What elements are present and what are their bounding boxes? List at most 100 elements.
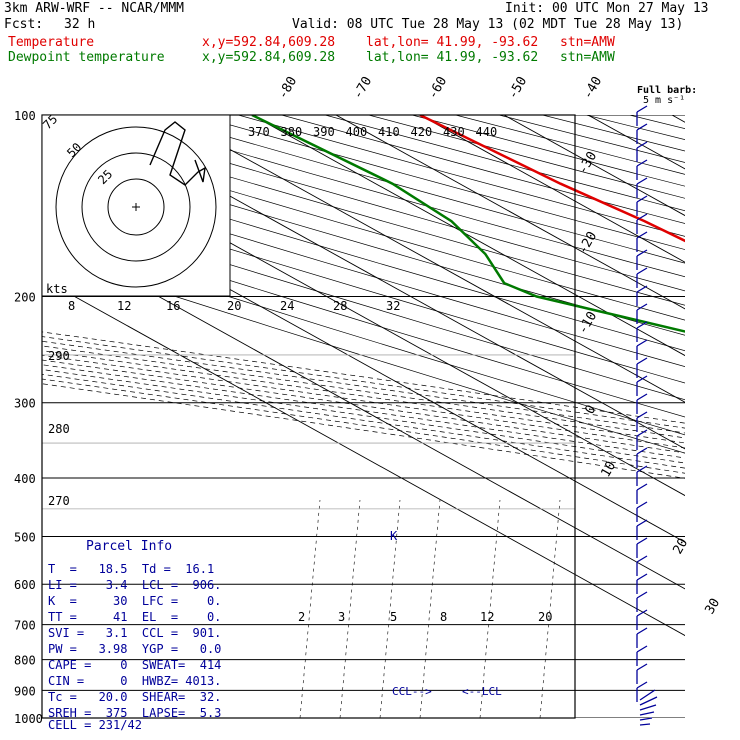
mixing-ratio-label: 12 <box>117 299 131 313</box>
pressure-tick-label: 400 <box>14 472 36 486</box>
pressure-tick-label: 800 <box>14 654 36 668</box>
parcel-info-panel: Parcel Info T = 18.5 Td = 16.1 LI = 3.4 … <box>42 538 232 733</box>
parcel-row: T = 18.5 Td = 16.1 <box>48 562 215 576</box>
valid-time: Valid: 08 UTC Tue 28 May 13 (02 MDT Tue … <box>292 17 684 32</box>
isotherm-label: -30 <box>575 149 600 177</box>
isotherm-label: -70 <box>350 74 375 102</box>
parcel-row: TT = 41 EL = 0. <box>48 610 222 624</box>
isotherm-label: 0 <box>582 403 599 417</box>
dry-adiabat <box>499 115 685 163</box>
wind-barb-flag <box>636 339 648 347</box>
dew-latlon: lat,lon= 41.99, -93.62 <box>366 50 539 65</box>
hodograph-ring <box>81 152 191 262</box>
theta-label: 420 <box>411 125 433 139</box>
dry-adiabat <box>412 115 685 187</box>
wind-barb-flag <box>636 681 648 689</box>
wind-barb-flag <box>636 411 648 419</box>
mixing-ratio-label: 3 <box>338 610 345 624</box>
isotherm-label: -80 <box>275 74 300 102</box>
dry-adiabat-label: 290 <box>48 349 70 363</box>
theta-label: 400 <box>346 125 368 139</box>
mixing-ratio-label: 2 <box>298 610 305 624</box>
isotherm-line <box>42 231 685 590</box>
mixing-ratio-line <box>299 499 321 718</box>
plot-frame <box>41 114 576 719</box>
pressure-tick-label: 300 <box>14 397 36 411</box>
hodograph-units: kts <box>46 282 68 296</box>
wind-barb-flag <box>636 663 648 671</box>
model-title: 3km ARW-WRF -- NCAR/MMM <box>4 1 185 16</box>
mixing-ratio-label: 8 <box>68 299 75 313</box>
wind-barb-flag <box>636 645 648 653</box>
temp-latlon: lat,lon= 41.99, -93.62 <box>366 35 539 50</box>
isotherm-line <box>251 115 685 357</box>
mixing-ratio-label: 8 <box>440 610 447 624</box>
theta-label: 370 <box>248 125 270 139</box>
mixing-ratio-label: 5 <box>390 610 397 624</box>
isotherm-label: 10 <box>598 459 619 480</box>
dry-adiabat <box>629 115 685 130</box>
wind-barb-flag <box>636 393 648 401</box>
wind-barb-legend-title: Full barb: <box>637 85 697 96</box>
lcl-marker: <--LCL <box>462 685 502 698</box>
ccl-marker: CCL--> <box>392 685 432 698</box>
isotherm-line <box>42 277 685 637</box>
hodograph-trace <box>149 121 206 186</box>
parcel-row: K = 30 LFC = 0. <box>48 594 222 608</box>
wind-barb-flag <box>636 609 648 617</box>
wind-barb-flag <box>636 573 648 581</box>
low-level-barbs <box>639 689 658 726</box>
wind-barb-flag <box>636 177 648 185</box>
mixing-ratio-label: 24 <box>280 299 294 313</box>
temperature-trace <box>419 115 685 243</box>
temp-xy: x,y=592.84,609.28 <box>202 35 336 50</box>
dry-adiabat <box>42 190 685 384</box>
parcel-row: Tc = 20.0 SHEAR= 32. <box>48 690 222 704</box>
pressure-tick-label: 500 <box>14 530 36 544</box>
dry-adiabat-label: 270 <box>48 494 70 508</box>
isotherm-line <box>335 115 685 310</box>
dry-adiabat <box>194 115 685 250</box>
hodograph-center-mark <box>132 203 140 211</box>
wind-barb-flag <box>636 555 648 563</box>
isotherm-line <box>83 115 685 450</box>
wind-barb-flag <box>636 537 648 545</box>
isotherm-label: 20 <box>670 536 691 557</box>
wind-barb-flag <box>636 195 648 203</box>
wind-barb-flag <box>636 213 648 221</box>
plot-area <box>42 115 685 718</box>
isotherm-label: -50 <box>505 74 530 102</box>
mixing-ratio-label: 32 <box>386 299 400 313</box>
init-time: Init: 00 UTC Mon 27 May 13 <box>505 1 709 16</box>
pressure-tick-label: 900 <box>14 684 36 698</box>
dewpoint-trace <box>251 115 685 333</box>
mixing-ratio-label: 20 <box>227 299 241 313</box>
theta-label: 410 <box>378 125 400 139</box>
theta-label: 390 <box>313 125 335 139</box>
wind-barb-flag <box>636 105 648 113</box>
wind-barb-flag <box>636 123 648 131</box>
pressure-tick-label: 1000 <box>14 712 43 726</box>
parcel-row: SREH = 375 LAPSE= 5.3 <box>48 706 222 720</box>
parcel-row: CAPE = 0 SWEAT= 414 <box>48 658 222 672</box>
theta-label: 380 <box>281 125 303 139</box>
isotherm-label: -40 <box>580 74 605 102</box>
pressure-tick-label: 600 <box>14 578 36 592</box>
wind-barb-flag <box>636 303 648 311</box>
isotherm-line <box>419 115 685 263</box>
wind-barb-flag <box>636 483 648 491</box>
mixing-ratio-label: 28 <box>333 299 347 313</box>
forecast-label: Fcst: <box>4 17 44 32</box>
parcel-row: LI = 3.4 LCL = 906. <box>48 578 222 592</box>
wind-barb-flag <box>636 231 648 239</box>
isotherm-line <box>167 115 685 403</box>
isotherm-label: -60 <box>425 74 450 102</box>
pressure-tick-label: 700 <box>14 619 36 633</box>
wind-barb-flag <box>636 465 648 473</box>
theta-label: 440 <box>476 125 498 139</box>
parcel-row: PW = 3.98 YGP = 0.0 <box>48 642 222 656</box>
mixing-ratio-label: 20 <box>538 610 552 624</box>
wind-barb-flag <box>636 249 648 257</box>
dew-station: stn=AMW <box>560 50 615 65</box>
